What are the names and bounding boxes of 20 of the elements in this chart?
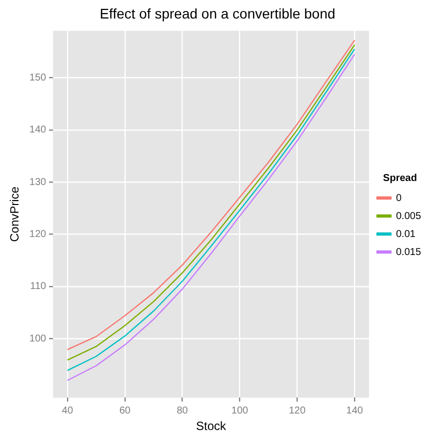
legend-title: Spread: [383, 172, 417, 184]
y-tick-label: 110: [30, 281, 47, 292]
x-tick-label: 40: [62, 405, 74, 416]
x-tick-label: 120: [288, 405, 306, 416]
y-tick-label: 100: [29, 333, 47, 344]
y-tick-label: 150: [29, 72, 47, 84]
x-tick-label: 80: [176, 405, 188, 416]
legend-label: 0: [396, 192, 402, 204]
chart-title: Effect of spread on a convertible bond: [100, 5, 336, 22]
x-tick-label: 60: [119, 405, 131, 416]
y-tick-label: 120: [29, 229, 47, 240]
y-tick-label: 140: [29, 124, 47, 136]
x-tick-label: 100: [231, 405, 249, 416]
y-tick-label: 130: [29, 176, 47, 188]
legend-label: 0.01: [396, 228, 416, 240]
legend-label: 0.005: [396, 210, 422, 222]
y-axis-title: ConvPrice: [8, 186, 22, 242]
x-axis-title: Stock: [196, 419, 228, 434]
x-tick-label: 140: [346, 405, 364, 416]
legend-label: 0.015: [396, 246, 422, 258]
